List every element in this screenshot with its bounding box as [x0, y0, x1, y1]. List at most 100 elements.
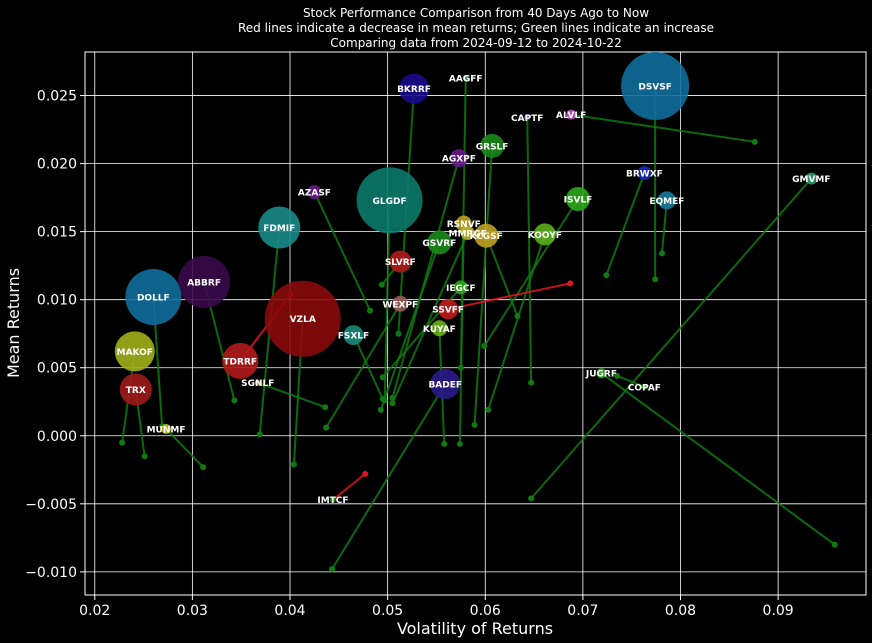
- previous-points: [119, 138, 838, 573]
- previous-point-fsxlf: [379, 396, 386, 403]
- bubble-captf: [524, 114, 531, 121]
- previous-point-trx: [141, 453, 148, 460]
- bubble-label-kooyf: KOOYF: [528, 231, 562, 241]
- change-line-isvlf: [483, 198, 579, 347]
- bubble-label-jugrf: JUGRF: [585, 370, 617, 380]
- title-line-3: Comparing data from 2024-09-12 to 2024-1…: [330, 36, 621, 50]
- y-tick-label: 0.015: [37, 225, 77, 241]
- bubble-agxpf: [449, 149, 468, 168]
- bubble-kuyaf: [431, 320, 448, 337]
- x-tick-label: 0.06: [470, 603, 501, 619]
- change-line-imtcf: [332, 473, 366, 501]
- bubble-tdrrf: [222, 342, 259, 379]
- bubble-label-fsxlf: FSXLF: [338, 332, 369, 342]
- grid: [85, 52, 866, 595]
- x-tick-label: 0.09: [763, 603, 794, 619]
- previous-point-alvlf: [751, 138, 758, 145]
- change-line-jugrf: [600, 372, 836, 546]
- change-line-ssvff: [447, 282, 571, 311]
- bubble-isvlf: [566, 186, 591, 211]
- previous-point-agxpf: [389, 394, 396, 401]
- previous-point-iegcf: [379, 374, 386, 381]
- bubble-label-aagff: AAGFF: [449, 74, 483, 84]
- y-tick-label: −0.010: [25, 565, 77, 581]
- bubble-gmvmf: [805, 172, 818, 185]
- previous-point-aagff: [457, 364, 464, 371]
- bubble-azasf: [307, 185, 322, 200]
- bubble-label-bkrrf: BKRRF: [397, 85, 431, 95]
- chart-title: Stock Performance Comparison from 40 Day…: [238, 6, 714, 50]
- previous-point-azasf: [367, 307, 374, 314]
- previous-point-captf: [528, 379, 535, 386]
- bubble-abbrf: [178, 255, 231, 308]
- bubble-label-wexpf: WEXPF: [382, 300, 418, 310]
- bubble-alvlf: [566, 109, 577, 120]
- bubble-label-azasf: AZASF: [298, 189, 331, 199]
- bubble-label-badef: BADEF: [428, 381, 462, 391]
- bubble-dsvsf: [621, 52, 690, 121]
- bubble-label-ssvff: SSVFF: [432, 306, 464, 316]
- bubble-label-isvlf: ISVLF: [564, 195, 593, 205]
- previous-point-kooyf: [485, 406, 492, 413]
- previous-point-rsnvf: [456, 440, 463, 447]
- bubble-gsvrf: [427, 230, 452, 255]
- bubble-fsxlf: [343, 325, 364, 346]
- bubble-glgdf: [356, 167, 423, 234]
- change-line-rsnvf: [458, 223, 465, 444]
- change-line-sgnlf: [257, 381, 326, 409]
- bubble-jugrf: [596, 368, 607, 379]
- previous-point-jugrf: [831, 541, 838, 548]
- x-axis-ticks: 0.02 0.03 0.04 0.05 0.06 0.07 0.08 0.09: [79, 595, 794, 619]
- bubble-eqmef: [657, 191, 676, 210]
- y-tick-label: 0.010: [37, 293, 77, 309]
- bubble-copaf: [641, 383, 648, 390]
- title-line-1: Stock Performance Comparison from 40 Day…: [303, 6, 649, 20]
- bubble-label-makof: MAKOF: [117, 348, 153, 358]
- change-line-wexpf: [325, 303, 402, 429]
- previous-point-slvrf: [378, 281, 385, 288]
- change-line-kcgsf: [485, 235, 519, 317]
- bubble-imtcf: [329, 496, 336, 503]
- change-line-gmvmf: [530, 177, 813, 500]
- previous-point-vzla: [290, 461, 297, 468]
- bubble-label-fdmif: FDMIF: [263, 224, 295, 234]
- bubble-label-dollf: DOLLF: [137, 293, 170, 303]
- previous-point-wexpf: [323, 424, 330, 431]
- x-tick-label: 0.02: [79, 603, 110, 619]
- y-axis-label: Mean Returns: [4, 268, 23, 378]
- bubble-label-imtcf: IMTCF: [317, 496, 348, 506]
- previous-point-dsvsf: [652, 276, 659, 283]
- bubble-label-rsnvf: RSNVF: [447, 220, 481, 230]
- x-axis-label: Volatility of Returns: [397, 619, 553, 638]
- bubble-label-kuyaf: KUYAF: [423, 325, 456, 335]
- bubble-vzla: [264, 280, 341, 357]
- bubble-badef: [430, 369, 461, 400]
- bubble-mmrgf: [460, 226, 475, 240]
- title-line-2: Red lines indicate a decrease in mean re…: [238, 21, 714, 35]
- bubble-label-glgdf: GLGDF: [373, 197, 407, 207]
- bubble-slvrf: [389, 250, 412, 273]
- bubble-label-kcgsf: KCGSF: [470, 232, 503, 242]
- bubble-label-eqmef: EQMEF: [649, 197, 684, 207]
- y-tick-label: 0.020: [37, 157, 77, 173]
- change-line-mmrgf: [391, 232, 469, 404]
- x-tick-label: 0.03: [177, 603, 208, 619]
- bubble-makof: [114, 331, 155, 372]
- x-tick-label: 0.04: [274, 603, 305, 619]
- bubble-label-trx: TRX: [126, 386, 146, 396]
- x-tick-label: 0.05: [372, 603, 403, 619]
- bubble-label-captf: CAPTF: [511, 114, 543, 124]
- previous-point-grslf: [471, 421, 478, 428]
- change-line-fsxlf: [352, 334, 384, 400]
- change-line-copaf: [616, 374, 645, 388]
- bubble-aagff: [462, 74, 469, 81]
- bubble-wexpf: [392, 295, 409, 312]
- change-line-azasf: [313, 191, 371, 311]
- change-line-gsvrf: [379, 242, 441, 411]
- previous-point-sgnlf: [322, 404, 329, 411]
- previous-point-eqmef: [658, 250, 665, 257]
- change-line-grslf: [473, 145, 494, 425]
- bubble-label-gsvrf: GSVRF: [422, 239, 456, 249]
